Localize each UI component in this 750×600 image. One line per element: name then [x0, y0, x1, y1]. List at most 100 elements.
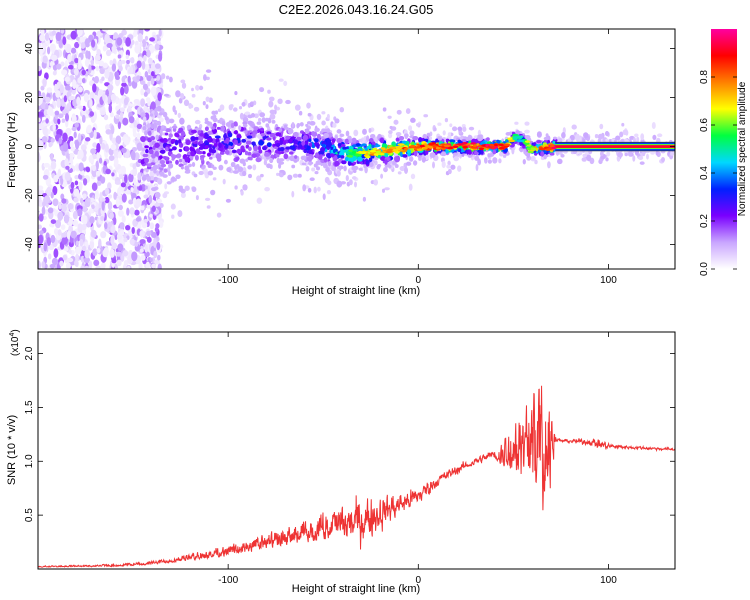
spectrogram-cell [115, 197, 120, 208]
spectrogram-cell [109, 212, 114, 220]
spectrogram-cell [242, 184, 248, 191]
spectrogram-cell [50, 219, 57, 224]
spectrogram-cell [301, 162, 307, 166]
spectrogram-cell [212, 117, 218, 123]
spectrogram-cell [226, 167, 232, 173]
spectrogram-ridge-spot [508, 139, 515, 143]
spectrogram-cell [208, 156, 213, 160]
spectrogram-cell [259, 112, 266, 118]
spectrogram-cell [150, 86, 157, 96]
spectrogram-cell [156, 120, 162, 126]
spectrogram-cell [177, 130, 182, 134]
spectrogram-cell [144, 157, 149, 164]
spectrogram-cell [398, 135, 405, 141]
spectrogram-cell [341, 160, 347, 165]
spectrogram-cell [154, 259, 160, 265]
spectrogram-cell [316, 144, 320, 149]
spectrogram-cell [243, 127, 247, 131]
spectrogram-cell [134, 44, 141, 54]
spectrogram-cell [117, 168, 122, 175]
spectrogram-ridge-spot [419, 144, 425, 148]
spectrogram-cell [126, 207, 130, 216]
spectrogram-cell [132, 163, 137, 170]
spectrogram-cell [150, 101, 156, 110]
spectrogram-cell [315, 166, 321, 171]
spectrogram-cell [334, 135, 338, 139]
spectrogram-cell [314, 170, 319, 175]
spectrogram-ridge-core [555, 145, 675, 148]
spectrogram-cell [416, 122, 420, 127]
spectrogram-cell [410, 173, 416, 180]
spectrogram-cell [205, 104, 209, 109]
spectrogram-cell [43, 109, 48, 117]
spectrogram-cell [384, 187, 390, 191]
spectrogram-cell [129, 65, 134, 75]
spectrogram-cell [327, 160, 332, 167]
spectrogram-cell [368, 162, 374, 168]
spectrogram-cell [75, 253, 79, 263]
spectrogram-cell [61, 118, 66, 123]
spectrogram-cell [348, 156, 354, 162]
spectrogram-cell [102, 93, 106, 102]
spectrogram-cell [38, 152, 41, 162]
spectrogram-cell [92, 248, 98, 257]
spectrogram-cell [145, 148, 149, 154]
spectrogram-cell [159, 138, 165, 142]
spectrogram-cell [190, 135, 196, 142]
spectrogram-cell [62, 254, 68, 261]
spectrogram-ridge-spot [387, 148, 393, 152]
spectrogram-cell [65, 262, 71, 269]
spectrogram-ridge-spot [462, 146, 468, 149]
spectrogram-cell [108, 86, 113, 96]
spectrogram-cell [348, 179, 353, 186]
spectrogram-cell [42, 174, 49, 180]
spectrogram-cell [105, 129, 112, 135]
spectrogram-cell [342, 146, 347, 150]
spectrogram-cell [100, 215, 105, 221]
spectrogram-cell [52, 70, 57, 76]
spectrogram-cell [144, 29, 150, 32]
spectrogram-cell [53, 174, 59, 183]
spectrogram-cell [253, 145, 259, 152]
snr-y-tick-label: 2.0 [24, 346, 35, 360]
spectrogram-cell [285, 99, 291, 105]
spectrogram-cell [150, 123, 155, 130]
spectrogram-cell [332, 122, 337, 128]
spectrogram-cell [153, 250, 158, 259]
spectrogram-cell [171, 125, 178, 129]
spectrogram-cell [253, 126, 259, 131]
spectrogram-cell [205, 69, 212, 73]
spectrogram-cell [151, 263, 157, 269]
spectrogram-cell [388, 132, 393, 139]
spectrogram-cell [51, 257, 59, 266]
spectrogram-cell [311, 167, 316, 172]
spectrogram-cell [561, 132, 566, 139]
colorbar: 0.0 0.2 0.4 0.6 0.8 Normalized spectral ampl… [699, 29, 748, 276]
spectrogram-cell [52, 185, 58, 196]
spectrogram-cell [252, 132, 256, 137]
spectrogram-cell [131, 227, 135, 234]
spectrogram-cell [569, 134, 575, 141]
spectrogram-cell [108, 194, 113, 199]
spectrogram-cell [154, 202, 161, 207]
spectrogram-cell [304, 144, 308, 149]
spectrogram-cell [522, 145, 526, 149]
spectrogram-cell [468, 149, 472, 155]
spectrogram-cell [379, 137, 385, 144]
spectrogram-cell [198, 85, 204, 91]
spectrogram-cell [275, 132, 282, 137]
spectrogram-cell [63, 95, 68, 103]
spectrogram-cell [135, 198, 142, 207]
spectrogram-cell [150, 231, 157, 238]
spectrogram-cell [354, 181, 357, 188]
spectrogram-cell [93, 111, 97, 121]
spectrogram-cell [144, 35, 149, 41]
spectrogram-cell [77, 63, 82, 70]
spectrogram-cell [233, 139, 238, 145]
spectrogram-cell [256, 197, 263, 204]
spectrogram-ridge-spot [372, 147, 378, 151]
spectrogram-cell [46, 186, 52, 197]
spectrogram-cell [184, 146, 190, 152]
spectrogram-cell [84, 137, 91, 142]
spectrogram-cell [76, 96, 81, 106]
